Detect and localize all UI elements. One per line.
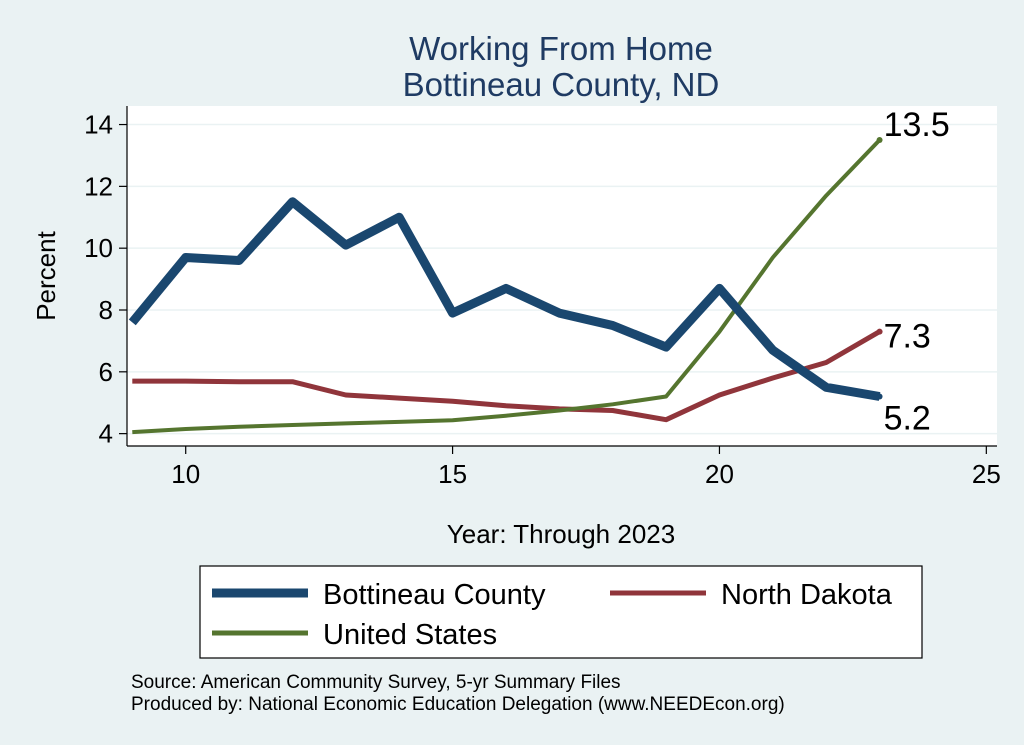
- series-line-united-states: [132, 138, 882, 435]
- y-axis-title: Percent: [31, 230, 61, 320]
- chart-title: Working From Home: [409, 30, 713, 67]
- y-tick-label: 8: [99, 295, 113, 325]
- series-line-north-dakota: [132, 329, 881, 423]
- end-label-north-dakota: 7.3: [884, 318, 931, 356]
- chart-subtitle: Bottineau County, ND: [403, 66, 720, 103]
- source-note: Source: American Community Survey, 5-yr …: [131, 672, 621, 693]
- legend-box: [199, 565, 923, 659]
- y-tick-label: 4: [99, 419, 113, 449]
- legend: Bottineau County North Dakota United Sta…: [199, 565, 923, 659]
- x-tick-label: 20: [705, 459, 734, 489]
- end-label-united-states: 13.5: [884, 106, 950, 144]
- end-labels: 5.2 7.3 13.5: [884, 106, 950, 438]
- legend-label-north-dakota: North Dakota: [721, 579, 893, 611]
- series-endpoint-united-states: [876, 137, 883, 143]
- legend-label-united-states: United States: [323, 619, 497, 651]
- axes: 4 6 8 10 12 14 10 15 20 25: [84, 106, 1001, 489]
- x-tick-label: 10: [171, 459, 200, 489]
- produced-by-note: Produced by: National Economic Education…: [131, 694, 785, 715]
- legend-label-bottineau: Bottineau County: [323, 579, 546, 611]
- series-lines: [128, 137, 883, 435]
- x-tick-label: 25: [972, 459, 1001, 489]
- series-endpoint-bottineau-county: [876, 393, 883, 400]
- series-line-bottineau-county: [128, 197, 881, 401]
- y-tick-label: 12: [84, 171, 113, 201]
- end-label-bottineau-county: 5.2: [884, 400, 931, 438]
- x-tick-label: 15: [438, 459, 467, 489]
- y-tick-label: 10: [84, 233, 113, 263]
- series-endpoint-north-dakota: [876, 328, 883, 335]
- y-tick-label: 14: [84, 110, 113, 140]
- x-axis-title: Year: Through 2023: [447, 519, 675, 549]
- y-tick-label: 6: [99, 357, 113, 387]
